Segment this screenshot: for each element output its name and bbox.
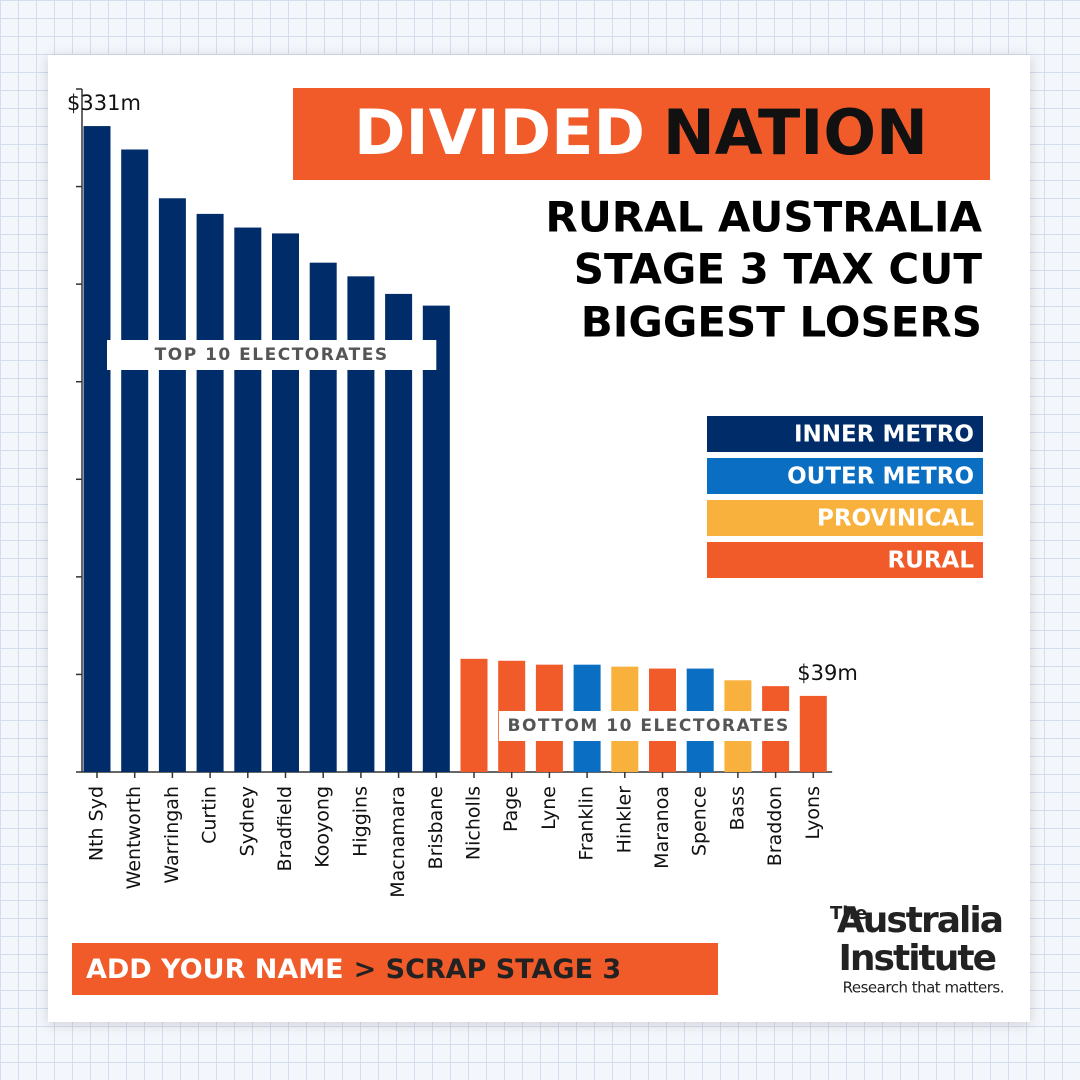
x-tick-label: Lyne: [538, 786, 560, 830]
x-tick-label: Bass: [726, 786, 748, 830]
bar: [158, 198, 186, 772]
x-tick-label: Maranoa: [651, 786, 673, 869]
logo-tagline: Research that matters.: [843, 979, 1004, 997]
subtitle: STAGE 3 TAX CUT: [574, 245, 983, 294]
bar: [460, 658, 488, 772]
x-tick-label: Sydney: [236, 786, 258, 856]
cta-part[interactable]: > SCRAP STAGE 3: [354, 954, 622, 985]
legend-label: OUTER METRO: [787, 464, 974, 490]
legend-swatch: [707, 458, 983, 494]
x-tick-label: Warringah: [161, 786, 183, 884]
bar: [234, 227, 262, 773]
x-tick-label: Bradfield: [274, 786, 296, 872]
bar: [422, 305, 450, 772]
legend-swatch: [707, 500, 983, 536]
bar: [272, 233, 299, 773]
bar: [385, 293, 413, 772]
x-tick-label: Braddon: [764, 786, 786, 866]
x-tick-label: Wentworth: [123, 786, 145, 889]
x-tick-label: Macnamara: [387, 786, 409, 898]
x-tick-label: Franklin: [576, 786, 598, 861]
value-label: $331m: [67, 91, 141, 115]
bar: [121, 149, 149, 773]
logo-line: Institute: [839, 938, 996, 979]
cta-button[interactable]: [72, 943, 718, 995]
logo-small: The: [830, 903, 867, 924]
legend-label: INNER METRO: [794, 422, 974, 448]
title-part: NATION: [663, 96, 928, 169]
cta-part[interactable]: ADD YOUR NAME: [86, 954, 344, 985]
legend-swatch: [707, 416, 983, 452]
bar: [309, 262, 337, 772]
legend-label: PROVINICAL: [817, 506, 974, 532]
chart-title: DIVIDED NATION: [354, 96, 928, 169]
bar: [83, 126, 111, 772]
legend-label: RURAL: [887, 548, 974, 574]
x-tick-label: Brisbane: [425, 786, 447, 869]
x-tick-label: Kooyong: [312, 786, 334, 868]
cta-text[interactable]: ADD YOUR NAME > SCRAP STAGE 3: [86, 954, 621, 985]
x-tick-label: Spence: [689, 786, 711, 856]
annotation: TOP 10 ELECTORATES: [155, 345, 389, 365]
x-tick-label: Curtin: [199, 786, 221, 844]
bar: [196, 213, 224, 773]
legend-swatch: [707, 542, 983, 578]
logo-line: Australia: [837, 900, 1002, 941]
x-tick-label: Nth Syd: [86, 786, 108, 861]
x-tick-label: Hinkler: [613, 786, 635, 854]
x-tick-label: Lyons: [802, 786, 824, 840]
annotation-band: [107, 340, 437, 370]
annotation: BOTTOM 10 ELECTORATES: [507, 716, 789, 736]
x-tick-label: Nicholls: [463, 786, 485, 860]
title-part: DIVIDED: [354, 96, 645, 169]
bar: [799, 695, 827, 772]
annotation-band: [499, 711, 799, 741]
subtitle: BIGGEST LOSERS: [581, 298, 982, 347]
title-box: [293, 88, 990, 180]
value-label: $39m: [797, 661, 858, 685]
subtitle: RURAL AUSTRALIA: [545, 193, 982, 242]
x-tick-label: Higgins: [349, 786, 371, 857]
x-tick-label: Page: [500, 786, 522, 832]
